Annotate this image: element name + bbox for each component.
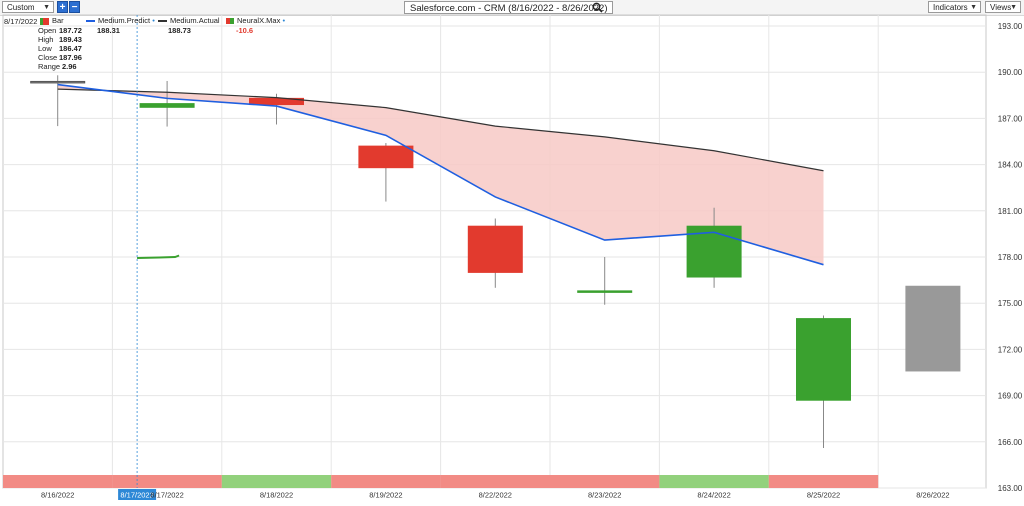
medium-predict-line: [57, 83, 824, 266]
range-value: 2.96: [62, 62, 77, 71]
y-tick-label: 175.00: [998, 299, 1023, 308]
chart-title: Salesforce.com - CRM (8/16/2022 - 8/26/2…: [410, 3, 608, 14]
y-tick-label: 187.00: [998, 114, 1023, 123]
remove-button[interactable]: −: [69, 1, 80, 13]
indicators-label: Indicators: [933, 3, 968, 12]
actual-swatch: [158, 20, 167, 23]
high-value: 189.43: [59, 35, 82, 44]
candles: [30, 75, 961, 448]
neuralx-strip-cell: [768, 475, 879, 488]
range-select-value: Custom: [7, 3, 35, 12]
neuralx-strip-cell: [221, 475, 332, 488]
x-tick-label: 8/22/2022: [479, 491, 512, 500]
neuralx-strip-cell: [331, 475, 441, 488]
candle-body: [905, 285, 961, 372]
candle-body: [686, 225, 742, 278]
low-value: 186.47: [59, 44, 82, 53]
range-label: Range: [38, 62, 61, 71]
x-tick-label: 8/18/2022: [260, 491, 293, 500]
y-tick-label: 166.00: [998, 438, 1023, 447]
legend-neuralx: NeuralX.Max •: [226, 16, 285, 25]
y-tick-label: 184.00: [998, 161, 1023, 170]
x-tick-label: 8/23/2022: [588, 491, 621, 500]
neuralx-strip-cell: [3, 475, 113, 488]
add-button[interactable]: +: [57, 1, 68, 13]
legend-bar-label: Bar: [52, 16, 64, 25]
y-tick-label: 190.00: [998, 68, 1023, 77]
close-value: 187.96: [59, 53, 82, 62]
neuralx-strip-cell: [550, 475, 660, 488]
predict-swatch: [86, 20, 95, 23]
medium-actual-line: [57, 88, 824, 172]
series-lines: [57, 83, 824, 266]
legend-actual-label: Medium.Actual: [170, 16, 220, 25]
legend: 8/17/2022 Bar Medium.Predict • 188.31 Me…: [4, 16, 304, 76]
candle-body: [796, 318, 851, 401]
y-axis: 193.00 190.00 187.00 184.00 181.00 178.00 175.…: [998, 22, 1023, 493]
chart-title-field[interactable]: Salesforce.com - CRM (8/16/2022 - 8/26/2…: [404, 1, 614, 14]
y-tick-label: 181.00: [998, 207, 1023, 216]
x-tick-label: 8/25/2022: [807, 491, 840, 500]
search-icon[interactable]: [592, 2, 603, 13]
x-tick-label: 8/24/2022: [697, 491, 730, 500]
legend-predict: Medium.Predict •: [86, 16, 155, 25]
candle-body: [467, 225, 523, 273]
x-tick-label: 8/17/2022: [150, 491, 183, 500]
x-tick-label: 8/19/2022: [369, 491, 402, 500]
legend-predict-value: 188.31: [97, 26, 120, 35]
views-dropdown[interactable]: Views ▼: [985, 1, 1021, 13]
legend-date: 8/17/2022: [4, 17, 38, 26]
y-tick-label: 172.00: [998, 345, 1023, 354]
candle-body: [30, 80, 86, 84]
neuralx-strip-cell: [440, 475, 550, 488]
neuralx-mark: [137, 254, 180, 259]
toolbar: Custom ▼ + − Salesforce.com - CRM (8/16/…: [0, 0, 1024, 16]
forecast-band: [57, 84, 824, 265]
indicators-dropdown[interactable]: Indicators ▼: [928, 1, 981, 13]
low-label: Low: [38, 44, 52, 53]
legend-predict-label: Medium.Predict: [98, 16, 151, 25]
legend-actual: Medium.Actual: [158, 16, 220, 25]
y-tick-label: 163.00: [998, 484, 1023, 493]
legend-actual-value: 188.73: [168, 26, 191, 35]
open-label: Open: [38, 26, 57, 35]
views-label: Views: [990, 3, 1012, 12]
neuralx-strip-cell: [112, 475, 222, 488]
candle-body: [577, 290, 633, 293]
open-value: 187.72: [59, 26, 82, 35]
candle-body: [139, 103, 195, 108]
neuralx-strip: [3, 475, 879, 488]
y-tick-label: 169.00: [998, 392, 1023, 401]
legend-neuralx-value: -10.6: [236, 26, 254, 35]
candle-body: [249, 97, 304, 106]
legend-neuralx-label: NeuralX.Max: [237, 16, 281, 25]
chevron-down-icon: ▼: [970, 4, 977, 11]
bar-swatch: [40, 17, 49, 25]
x-tick-label: 8/26/2022: [916, 491, 949, 500]
y-tick-label: 193.00: [998, 22, 1023, 31]
close-label: Close: [38, 53, 58, 62]
x-tick-label: 8/16/2022: [41, 491, 74, 500]
chevron-down-icon: ▼: [43, 4, 50, 11]
high-label: High: [38, 35, 54, 44]
x-tick-label-highlighted: 8/17/2022: [120, 491, 153, 500]
x-tick-highlight: [118, 489, 157, 500]
chevron-down-icon: ▼: [1010, 4, 1017, 11]
legend-bar: Bar: [40, 16, 64, 25]
neuralx-strip-cell: [659, 475, 769, 488]
range-select[interactable]: Custom ▼: [2, 1, 54, 13]
forecast-band-area: [57, 84, 824, 265]
candle-body: [358, 145, 414, 169]
y-tick-label: 178.00: [998, 253, 1023, 262]
